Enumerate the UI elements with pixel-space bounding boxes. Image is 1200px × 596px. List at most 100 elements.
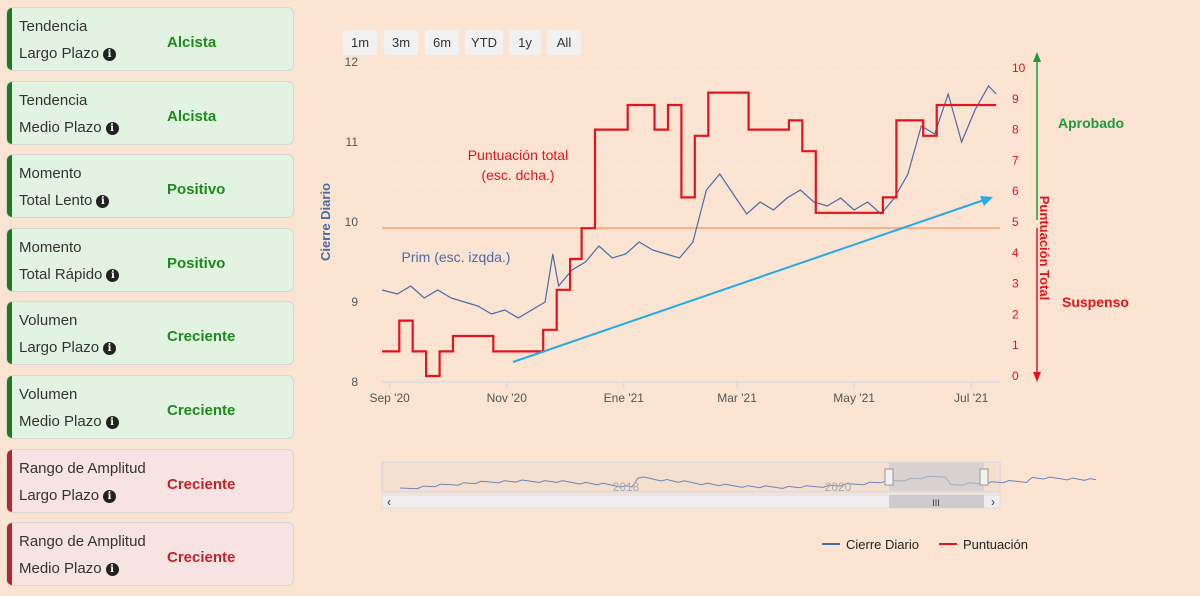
y-right-tick-label: 2: [1012, 307, 1019, 321]
card-title-line1: Rango de Amplitud: [19, 459, 146, 477]
legend-swatch: [938, 543, 957, 545]
card-title-line2: Total Lento: [19, 192, 93, 210]
card-title-line1: Tendencia: [19, 91, 88, 109]
card-status: Creciente: [167, 475, 236, 493]
y-right-tick-label: 8: [1012, 123, 1019, 137]
y-right-tick-label: 10: [1012, 61, 1026, 75]
scroll-right-icon: ›: [991, 495, 995, 509]
card-title-line2: Largo Plazo: [19, 339, 100, 357]
y-right-tick-label: 1: [1012, 338, 1019, 352]
card-title-line1: Tendencia: [19, 18, 88, 35]
y-left-tick-label: 12: [345, 55, 359, 69]
card-status: Creciente: [167, 328, 236, 346]
price-annotation: Prim (esc. izqda.): [402, 249, 511, 265]
legend-label: Puntuación: [962, 537, 1029, 552]
y-right-tick-label: 9: [1012, 92, 1019, 106]
card-title-line2: Medio Plazo: [19, 560, 102, 578]
indicator-card: Rango de Amplitud Medio Plazo i Creciente: [6, 522, 294, 587]
range-button-1m[interactable]: 1m: [343, 30, 377, 55]
navigator-handle-right[interactable]: [979, 468, 989, 486]
score-annotation: Puntuación total: [468, 147, 568, 163]
card-status: Positivo: [167, 181, 226, 199]
chart-legend: Cierre Diario Puntuación: [822, 537, 1048, 552]
card-status: Positivo: [167, 254, 226, 272]
navigator-label: 2020: [825, 480, 852, 494]
info-icon[interactable]: i: [103, 342, 117, 356]
navigator-selection[interactable]: [889, 463, 984, 491]
score-annotation-sub: (esc. dcha.): [481, 167, 554, 183]
x-tick-label: Sep '20: [370, 391, 411, 405]
legend-item[interactable]: Cierre Diario: [822, 537, 919, 552]
score-series-line: [382, 91, 997, 378]
info-icon[interactable]: i: [96, 195, 110, 209]
scroll-grip-icon: III: [932, 498, 940, 508]
info-icon[interactable]: i: [103, 48, 117, 61]
card-accent-bar: [7, 449, 12, 512]
indicator-card: Tendencia Medio Plazo i Alcista: [6, 80, 294, 145]
card-accent-bar: [7, 155, 12, 218]
trend-arrow-line: [512, 199, 985, 363]
indicator-cards: Tendencia Largo Plazo i Alcista Tendencia Med…: [6, 7, 294, 596]
range-button-3m[interactable]: 3m: [384, 30, 418, 55]
y-right-tick-label: 3: [1012, 277, 1019, 291]
card-accent-bar: [7, 375, 12, 438]
card-status: Creciente: [167, 401, 236, 419]
info-icon[interactable]: i: [106, 268, 120, 282]
y-right-tick-label: 4: [1012, 246, 1019, 260]
y-right-tick-label: 6: [1012, 184, 1019, 198]
x-tick-label: Ene '21: [604, 391, 645, 405]
navigator-handle-left[interactable]: [884, 468, 894, 486]
card-accent-bar: [7, 8, 12, 70]
legend-label: Cierre Diario: [846, 537, 919, 552]
card-accent-bar: [7, 81, 12, 144]
indicator-card: Rango de Amplitud Largo Plazo i Creciente: [6, 448, 294, 513]
x-tick-label: Jul '21: [954, 391, 989, 405]
y-left-tick-label: 10: [345, 215, 359, 229]
info-icon[interactable]: i: [105, 121, 119, 135]
grid-lines: [382, 67, 1000, 377]
range-button-ytd[interactable]: YTD: [465, 30, 503, 55]
card-accent-bar: [7, 523, 12, 586]
y-left-tick-label: 8: [351, 375, 358, 389]
card-title-line2: Medio Plazo: [19, 412, 102, 430]
card-status: Alcista: [167, 34, 217, 51]
card-title-line2: Total Rápido: [19, 265, 103, 283]
card-title-line1: Volumen: [19, 312, 78, 330]
card-title-line1: Rango de Amplitud: [19, 533, 146, 551]
card-status: Creciente: [167, 549, 236, 567]
indicator-card: Volumen Largo Plazo i Creciente: [6, 301, 294, 366]
scrollbar-track: [381, 494, 1001, 509]
y-left-tick-label: 11: [346, 135, 359, 149]
card-accent-bar: [7, 228, 12, 291]
range-button-6m[interactable]: 6m: [425, 30, 459, 55]
x-tick-label: Mar '21: [717, 391, 757, 405]
trend-arrow-head: [980, 196, 993, 206]
y-right-tick-label: 0: [1012, 369, 1019, 383]
y-right-axis-title: Puntuación Total: [1037, 196, 1052, 300]
info-icon[interactable]: i: [105, 415, 119, 429]
card-title-line2: Medio Plazo: [19, 118, 102, 136]
indicator-card: Tendencia Largo Plazo i Alcista: [6, 7, 294, 71]
indicator-card: Volumen Medio Plazo i Creciente: [6, 374, 294, 439]
info-icon[interactable]: i: [105, 563, 119, 577]
info-icon[interactable]: i: [103, 489, 117, 503]
failed-label: Suspenso: [1062, 294, 1129, 310]
x-tick-label: Nov '20: [487, 391, 528, 405]
card-accent-bar: [7, 302, 12, 365]
card-title-line2: Largo Plazo: [19, 486, 100, 504]
card-status: Alcista: [167, 107, 217, 125]
legend-item[interactable]: Puntuación: [938, 537, 1029, 552]
navigator: 2018 2020 ‹ › III: [381, 461, 1097, 509]
legend-swatch: [822, 543, 840, 545]
card-title-line1: Momento: [19, 165, 82, 183]
approved-arrow-head: [1033, 52, 1041, 62]
y-left-axis-title: Cierre Diario: [318, 183, 333, 261]
card-title-line1: Momento: [19, 238, 82, 256]
range-button-all[interactable]: All: [547, 30, 581, 55]
indicator-card: Momento Total Rápido i Positivo: [6, 227, 294, 292]
y-right-tick-label: 5: [1012, 215, 1019, 229]
range-button-1y[interactable]: 1y: [509, 30, 541, 55]
navigator-label: 2018: [613, 480, 640, 494]
failed-arrow-head: [1033, 372, 1041, 382]
scrollbar-thumb[interactable]: [889, 495, 984, 508]
